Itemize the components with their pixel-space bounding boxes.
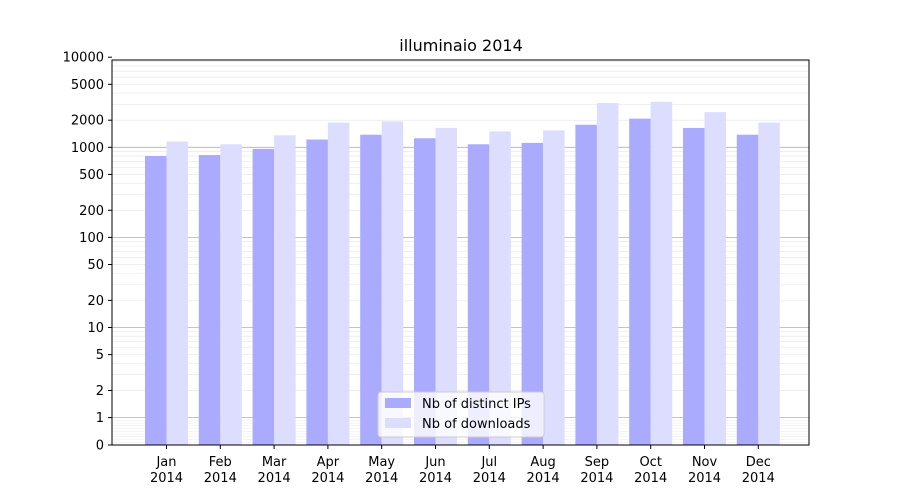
bar-distinct-ips-apr: [306, 139, 328, 445]
x-tick-label-year: 2014: [311, 471, 344, 486]
x-tick-label-month: Dec: [746, 455, 771, 470]
x-tick-label-year: 2014: [419, 471, 452, 486]
x-tick-label-month: Jan: [155, 455, 176, 470]
bar-downloads-dec: [758, 122, 780, 445]
y-tick-label: 10000: [63, 51, 104, 66]
bar-downloads-feb: [220, 144, 242, 445]
bars: [145, 101, 780, 446]
bar-downloads-jul: [489, 131, 511, 445]
x-tick-label-year: 2014: [204, 471, 237, 486]
legend-box: [377, 391, 545, 438]
y-tick-label: 5: [96, 348, 104, 363]
x-tick-label-year: 2014: [742, 471, 775, 486]
bar-distinct-ips-aug: [521, 142, 544, 445]
bar-distinct-ips-jan: [145, 156, 167, 445]
plot-frame: [111, 59, 810, 446]
bar-downloads-jun: [435, 127, 457, 445]
x-tick-label-month: Feb: [209, 455, 232, 470]
x-tick-label-year: 2014: [258, 471, 291, 486]
bar-downloads-jan: [166, 141, 188, 445]
legend: Nb of distinct IPs Nb of downloads: [377, 391, 545, 438]
bar-distinct-ips-nov: [683, 127, 705, 445]
chart-title: illuminaio 2014: [399, 36, 523, 55]
bar-downloads-oct: [650, 101, 673, 446]
x-tick-label-year: 2014: [150, 471, 183, 486]
bar-downloads-nov: [704, 112, 726, 445]
x-tick-label-month: Sep: [585, 455, 610, 470]
y-tick-label: 200: [79, 204, 104, 219]
x-tick-label-month: Aug: [530, 455, 555, 470]
bar-downloads-mar: [274, 135, 296, 446]
y-tick-label: 2: [96, 384, 104, 399]
x-tick-label-month: May: [368, 455, 395, 470]
x-tick-label-year: 2014: [365, 471, 398, 486]
bar-distinct-ips-may: [360, 134, 382, 445]
bar-downloads-may: [381, 121, 404, 445]
x-tick-label-month: Nov: [692, 455, 718, 470]
bar-distinct-ips-jul: [467, 144, 490, 445]
y-tick-label: 5000: [71, 78, 104, 93]
x-tick-label-month: Mar: [262, 455, 287, 470]
x-tick-label-month: Apr: [317, 455, 340, 470]
y-tick-label: 1000: [71, 141, 104, 156]
x-tick-label-year: 2014: [527, 471, 560, 486]
legend-swatch: [385, 398, 411, 408]
x-tick-label-month: Oct: [639, 455, 661, 470]
x-tick-label-year: 2014: [688, 471, 721, 486]
y-tick-label: 2000: [71, 114, 104, 129]
bar-distinct-ips-feb: [198, 155, 221, 445]
x-tick-label-month: Jun: [424, 455, 445, 470]
bar-distinct-ips-oct: [629, 118, 651, 446]
y-axis: 0 1 2 5 10 20 50 100 200 500 1000 2000 5000 10000: [63, 51, 112, 454]
legend-label: Nb of downloads: [422, 417, 531, 432]
bar-downloads-apr: [327, 122, 350, 445]
bar-downloads-sep: [596, 103, 619, 445]
bar-distinct-ips-mar: [252, 148, 275, 445]
legend-label: Nb of distinct IPs: [422, 397, 531, 412]
x-tick-label-year: 2014: [473, 471, 506, 486]
x-tick-label-month: Jul: [480, 455, 497, 470]
y-tick-label: 10: [87, 321, 104, 336]
legend-swatch: [385, 418, 411, 428]
y-tick-label: 1: [96, 411, 104, 426]
x-axis: Jan2014Feb2014Mar2014Apr2014May2014Jun20…: [150, 445, 775, 486]
bar-downloads-aug: [543, 130, 565, 445]
y-tick-label: 500: [79, 168, 104, 183]
y-tick-label: 50: [87, 258, 104, 273]
x-tick-label-year: 2014: [634, 471, 667, 486]
y-tick-label: 0: [96, 439, 104, 454]
bar-distinct-ips-sep: [575, 124, 597, 446]
x-tick-label-year: 2014: [580, 471, 613, 486]
bar-distinct-ips-jun: [414, 138, 436, 446]
bar-distinct-ips-dec: [736, 134, 759, 445]
y-tick-label: 100: [79, 231, 104, 246]
y-tick-label: 20: [87, 294, 104, 309]
